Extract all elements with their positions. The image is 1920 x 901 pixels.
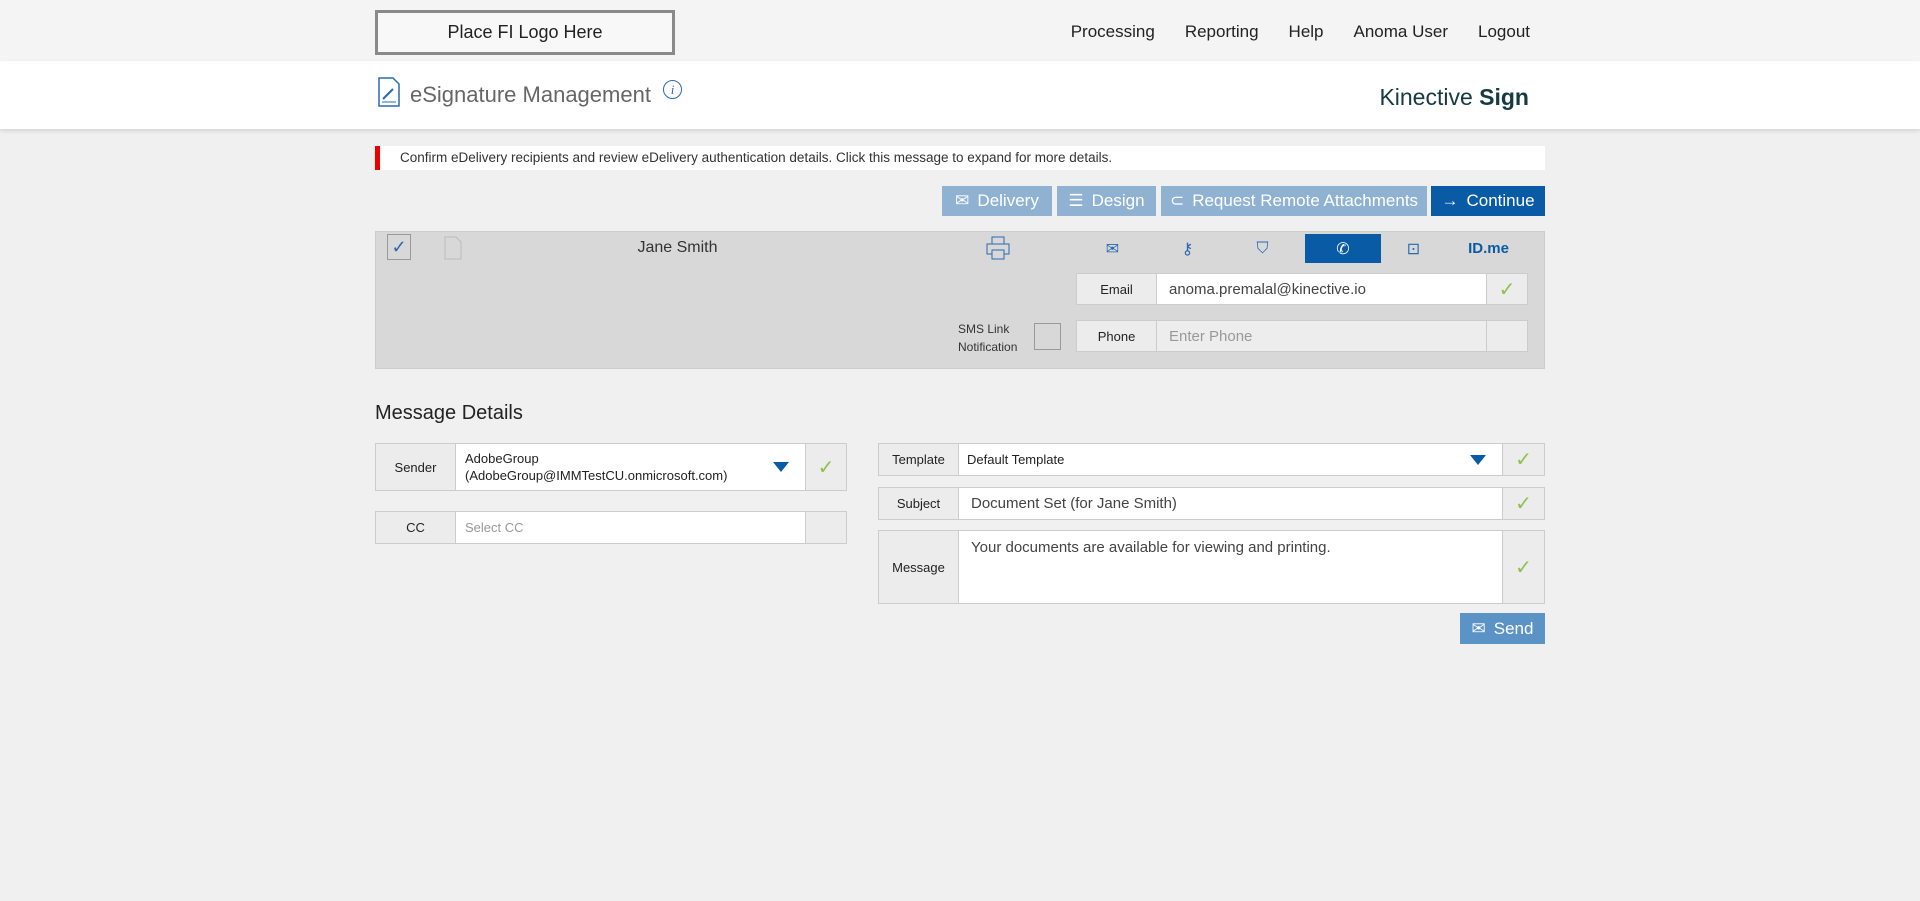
cc-row: CC Select CC — [375, 511, 847, 544]
brand-bold: Sign — [1479, 84, 1529, 110]
top-bar — [0, 0, 1920, 61]
phone-input[interactable]: Enter Phone — [1157, 321, 1486, 351]
check-icon: ✓ — [1502, 488, 1544, 519]
message-textarea[interactable]: Your documents are available for viewing… — [959, 531, 1502, 603]
cc-status — [805, 512, 846, 543]
sms-notification-label: SMS Link Notification — [958, 320, 1017, 356]
phone-status — [1486, 321, 1527, 351]
envelope-cloud-icon: ✉ — [1471, 618, 1486, 638]
sender-label: Sender — [376, 444, 456, 490]
printer-icon[interactable] — [985, 235, 1011, 261]
page-title: eSignature Management — [410, 82, 651, 107]
key-auth-icon[interactable]: ⚷ — [1181, 240, 1194, 258]
logo-placeholder: Place FI Logo Here — [375, 10, 675, 55]
send-button[interactable]: ✉ Send — [1460, 613, 1545, 644]
email-row: Email anoma.premalal@kinective.io ✓ — [1076, 273, 1528, 305]
nav-logout[interactable]: Logout — [1478, 22, 1530, 41]
nav-processing[interactable]: Processing — [1070, 22, 1155, 41]
phone-row: Phone Enter Phone — [1076, 320, 1528, 352]
brand-logo: Kinective Sign — [1379, 84, 1529, 111]
email-input[interactable]: anoma.premalal@kinective.io — [1157, 274, 1486, 304]
email-label: Email — [1077, 274, 1157, 304]
continue-button[interactable]: → Continue — [1431, 186, 1545, 216]
envelope-cloud-icon: ✉ — [955, 191, 970, 210]
send-label: Send — [1493, 618, 1534, 638]
email-auth-icon[interactable]: ✉ — [1105, 240, 1120, 258]
continue-label: Continue — [1466, 191, 1535, 210]
nav-user[interactable]: Anoma User — [1353, 22, 1448, 41]
chevron-down-icon — [773, 462, 789, 472]
sender-select[interactable]: AdobeGroup (AdobeGroup@IMMTestCU.onmicros… — [456, 444, 805, 490]
attachments-label: Request Remote Attachments — [1192, 191, 1419, 210]
check-icon: ✓ — [1502, 444, 1544, 475]
check-icon: ✓ — [1486, 274, 1527, 304]
chevron-down-icon — [1470, 454, 1486, 465]
delivery-label: Delivery — [977, 191, 1039, 210]
brand-light: Kinective — [1379, 84, 1473, 110]
check-icon: ✓ — [1502, 531, 1544, 603]
sms-label-line2: Notification — [958, 340, 1018, 354]
sender-email: (AdobeGroup@IMMTestCU.onmicrosoft.com) — [465, 468, 728, 483]
top-nav: Processing Reporting Help Anoma User Log… — [1071, 22, 1530, 42]
sms-label-line1: SMS Link — [958, 322, 1010, 336]
arrow-right-icon: → — [1441, 191, 1459, 210]
delivery-button[interactable]: ✉ Delivery — [942, 186, 1052, 216]
template-value: Default Template — [967, 452, 1065, 467]
template-row: Template Default Template ✓ — [878, 443, 1545, 476]
document-icon — [444, 236, 462, 260]
section-title: Message Details — [375, 402, 523, 424]
request-attachments-button[interactable]: ⊂ Request Remote Attachments — [1161, 186, 1427, 216]
subject-label: Subject — [879, 488, 959, 519]
logo-text: Place FI Logo Here — [447, 22, 603, 42]
phone-label: Phone — [1077, 321, 1157, 351]
question-auth-icon[interactable]: ⛉ — [1256, 239, 1269, 257]
page-header — [0, 61, 1920, 129]
template-select[interactable]: Default Template — [959, 444, 1502, 475]
template-label: Template — [879, 444, 959, 475]
subject-input[interactable]: Document Set (for Jane Smith) — [959, 488, 1502, 519]
design-button[interactable]: ☰ Design — [1057, 186, 1156, 216]
sender-row: Sender AdobeGroup (AdobeGroup@IMMTestCU.o… — [375, 443, 847, 491]
alert-message[interactable]: Confirm eDelivery recipients and review … — [375, 146, 1545, 170]
id-card-auth-icon[interactable]: ⊡ — [1406, 240, 1421, 258]
subject-row: Subject Document Set (for Jane Smith) ✓ — [878, 487, 1545, 520]
check-icon: ✓ — [805, 444, 846, 490]
message-label: Message — [879, 531, 959, 603]
recipient-name: Jane Smith — [637, 239, 718, 256]
sms-checkbox[interactable] — [1034, 323, 1061, 350]
nav-help[interactable]: Help — [1288, 22, 1324, 41]
phone-auth-icon[interactable]: ✆ — [1305, 234, 1381, 263]
cc-label: CC — [376, 512, 456, 543]
recipient-checkbox[interactable]: ✓ — [387, 234, 411, 260]
design-label: Design — [1091, 191, 1145, 210]
paperclip-icon: ⊂ — [1169, 191, 1185, 210]
document-sign-icon — [378, 77, 400, 107]
sender-name: AdobeGroup — [465, 451, 539, 466]
info-icon[interactable]: i — [663, 80, 682, 99]
idme-auth-button[interactable]: ID.me — [1468, 240, 1509, 257]
message-row: Message Your documents are available for… — [878, 530, 1545, 604]
nav-reporting[interactable]: Reporting — [1184, 22, 1259, 41]
cc-select[interactable]: Select CC — [456, 512, 805, 543]
list-icon: ☰ — [1068, 191, 1084, 210]
